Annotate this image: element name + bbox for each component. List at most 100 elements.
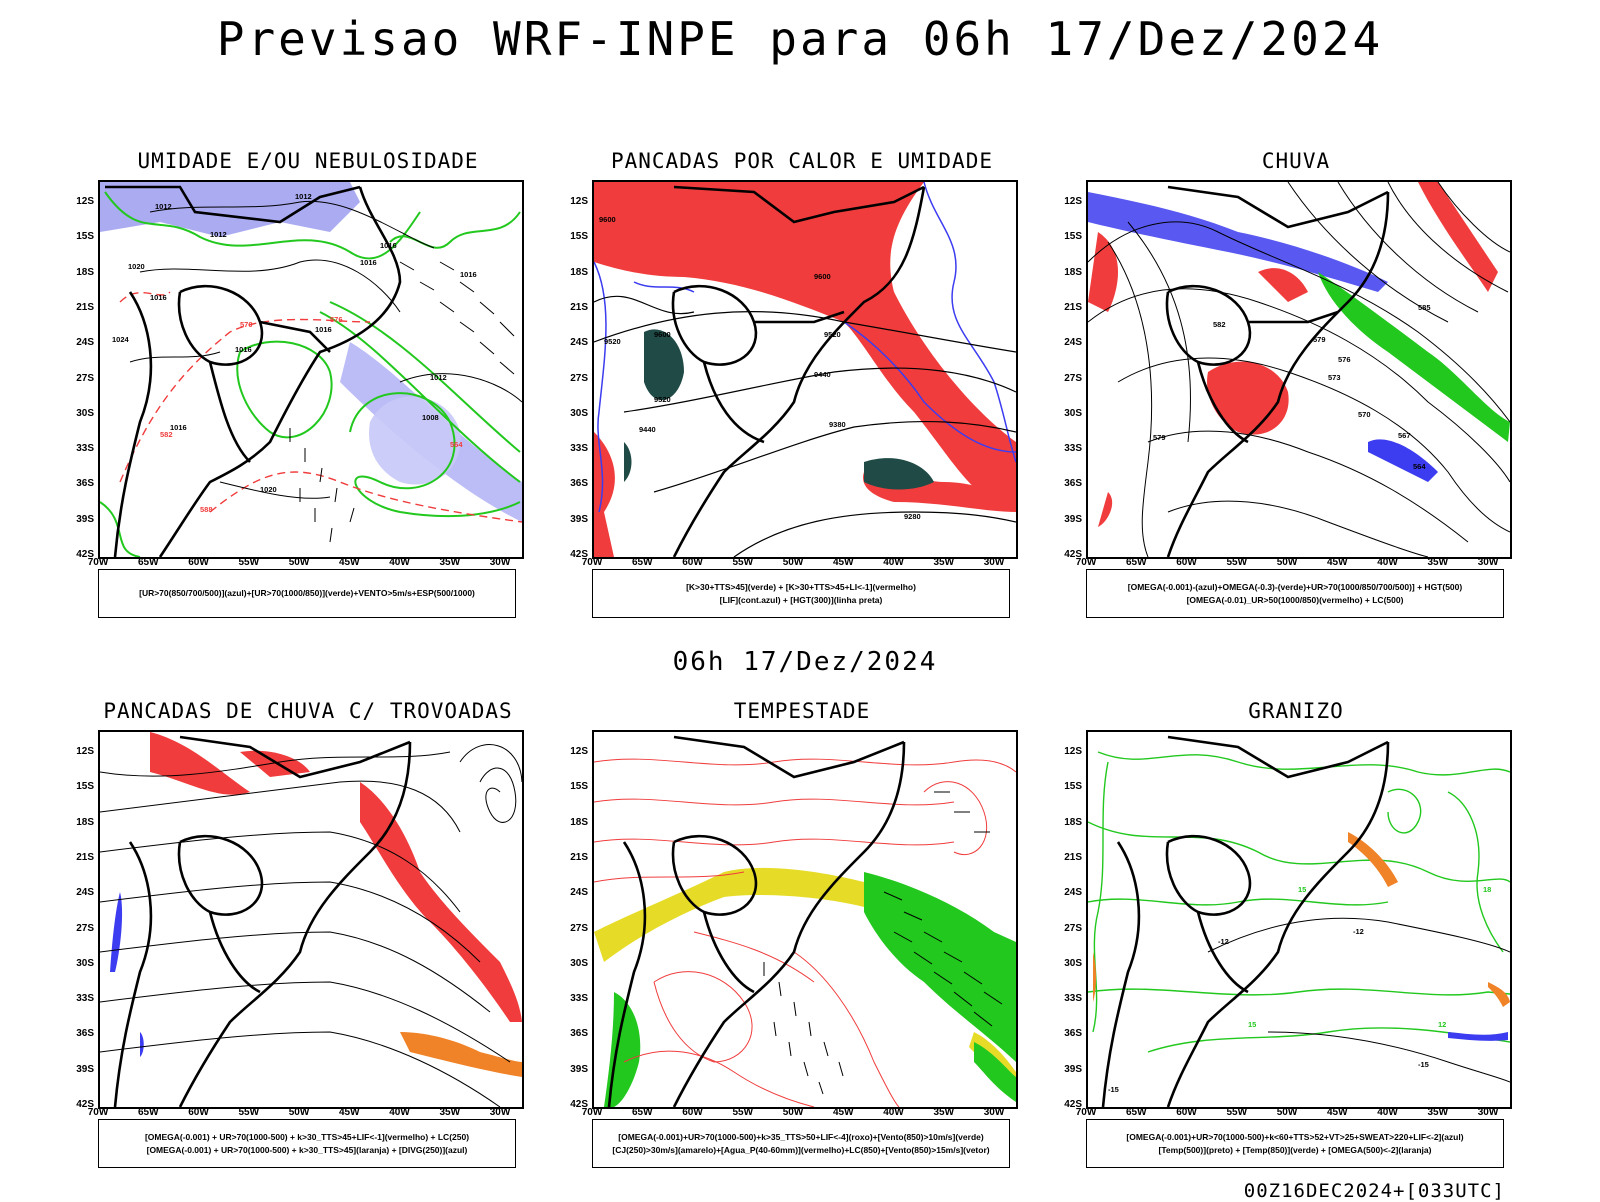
lon-tick-label: 30W [1477,1107,1499,1118]
lat-tick-label: 18S [1064,816,1082,828]
lat-tick-label: 30S [1064,407,1082,419]
rh-green-contour [319,311,521,483]
lat-tick-label: 36S [1064,1028,1082,1040]
legend-line: [OMEGA(-0.01)_UR>50(1000/850)(vermelho) … [1186,594,1404,605]
lon-tick-label: 55W [238,1107,260,1118]
lat-tick-label: 33S [1064,443,1082,455]
lat-tick-label: 27S [1064,922,1082,934]
map-tempestade-svg [594,735,1016,1107]
hgt300-contour [623,367,1016,413]
lat-tick-label: 27S [76,922,94,934]
lat-tick-label: 12S [76,746,94,757]
lat-tick-label: 33S [76,443,94,455]
lat-tick-label: 30S [76,407,94,419]
country-border [673,185,925,224]
rain-red-area [1418,182,1498,292]
country-border [208,911,261,994]
streamline-250 [459,744,522,783]
hgt300-contour [733,511,1016,557]
hgt300-contour [594,295,695,315]
isobar-label: 1020 [128,262,145,271]
lon-tick-label: 60W [188,1107,209,1118]
thickness-label: 564 [450,440,463,449]
wind-vectors-850 [763,791,1003,1095]
coastline [178,741,412,1107]
temp850-contour [1092,761,1109,1033]
lat-tick-label: 18S [570,816,588,828]
lon-tick-label: 35W [933,1107,955,1118]
coastline [1166,741,1390,1107]
legend-trovoadas: [OMEGA(-0.001) + UR>70(1000-500) + k>30_… [98,1119,516,1168]
temp500-label: -15 [1418,1060,1429,1069]
lat-tick-label: 33S [76,993,94,1005]
rh-green-contour [329,301,521,453]
map-tempestade [592,730,1018,1109]
lat-tick-label: 15S [1064,231,1082,243]
hgt-label: 9380 [829,420,846,429]
lat-tick-label: 42S [76,1099,94,1110]
rain-blue-area [1368,439,1438,482]
panel-title-umidade: UMIDADE E/OU NEBULOSIDADE [137,149,479,173]
legend-pancadas-calor: [K>30+TTS>45](verde) + [K>30+TTS>45+LI<-… [592,569,1010,618]
lon-tick-label: 40W [389,557,410,568]
hgt500-contour [1167,500,1429,557]
lon-tick-label: 45W [338,557,360,568]
lc850-contour [594,838,955,846]
thickness-label: 570 [240,320,253,329]
hail-blue-area [1448,1032,1508,1041]
lat-tick-label: 27S [570,372,588,384]
instability-teal-area [644,329,684,401]
lon-tick-label: 40W [389,1107,410,1118]
streamline-250 [100,780,461,833]
lat-tick-label: 21S [570,301,588,313]
map-trovoadas-svg [100,732,522,1107]
isobar-label: 1012 [210,230,227,239]
rh-green-contour [349,392,521,518]
lon-tick-label: 35W [439,557,461,568]
isobar-label: 1020 [260,485,277,494]
hgt500-label: 564 [1413,462,1426,471]
rh-green-contour [236,340,333,439]
lon-tick-label: 55W [732,557,754,568]
omega-orange-area [1348,832,1398,887]
map-pancadas-calor: 9600 9600 9520 9520 9440 9440 9380 9280 … [592,180,1018,559]
lon-tick-label: 30W [489,557,511,568]
pressure-isobar [129,351,221,363]
lat-tick-label: 30S [570,407,588,419]
rain-red-area [1207,361,1289,435]
lat-tick-label: 24S [1064,337,1082,349]
lon-tick-label: 50W [288,1107,310,1118]
panel-title-chuva: CHUVA [1261,149,1331,173]
storm-orange-area [400,1032,522,1077]
lat-tick-label: 33S [570,993,588,1005]
pressure-isobar [139,259,401,313]
lat-tick-label: 18S [76,816,94,828]
isobar-label: 1008 [422,413,439,422]
wind-vector [289,241,515,543]
lc850-contour [923,781,988,856]
rh-green-contour [104,191,421,260]
legend-line: [OMEGA(-0.001)+UR>70(1000-500)+k>35_TTS>… [618,1131,984,1142]
lat-tick-label: 12S [1064,746,1082,757]
streamline-250 [100,881,481,963]
country-border [177,284,264,366]
temp500-label: -15 [1108,1085,1119,1094]
country-border [607,841,647,1107]
lat-tick-label: 33S [1064,993,1082,1005]
thickness-contour [209,471,522,523]
lat-tick-label: 18S [570,266,588,278]
temp850-label: 15 [1298,885,1306,894]
lat-tick-label: 33S [570,443,588,455]
panel-title-tempestade: TEMPESTADE [733,699,871,723]
lon-tick-label: 65W [137,1107,159,1118]
lon-tick-label: 70W [1075,557,1097,568]
lat-tick-label: 36S [76,1028,94,1040]
rain-red-area [1098,492,1113,527]
lon-tick-label: 55W [238,557,260,568]
hgt500-label: 585 [1418,303,1431,312]
lat-tick-label: 21S [1064,851,1082,863]
lc850-contour [594,758,1016,773]
lon-tick-label: 70W [1075,1107,1097,1118]
lc850-contour [623,1050,815,1107]
lat-tick-label: 12S [76,196,94,207]
